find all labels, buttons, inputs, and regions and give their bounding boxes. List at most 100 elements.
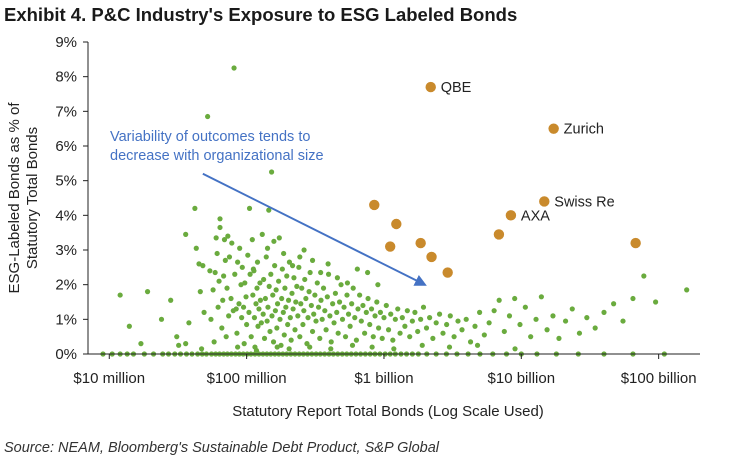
industry-point [365, 295, 371, 302]
y-tick-label: 2% [55, 277, 77, 294]
industry-point [307, 269, 313, 276]
industry-point [249, 237, 255, 243]
industry-point [273, 287, 279, 293]
industry-point [313, 318, 319, 324]
industry-point [339, 316, 346, 322]
axes [87, 42, 700, 355]
industry-point [423, 325, 430, 331]
industry-point [355, 306, 361, 312]
industry-point [327, 313, 333, 319]
industry-point [224, 285, 230, 291]
industry-point [183, 231, 189, 237]
industry-point [261, 335, 268, 341]
industry-point [415, 328, 421, 335]
industry-point [288, 337, 294, 343]
industry-point [287, 315, 293, 321]
industry-point [477, 309, 483, 315]
industry-point [459, 327, 465, 333]
y-axis-label: ESG-Labeled Bonds as % ofStatutory Total… [6, 102, 41, 294]
industry-point [367, 321, 373, 328]
industry-point [220, 297, 226, 303]
industry-point [286, 259, 293, 265]
industry-point [374, 299, 380, 305]
industry-point [261, 276, 267, 283]
industry-point [325, 271, 332, 277]
industry-point [420, 304, 427, 310]
industry-point [279, 295, 285, 302]
industry-point [272, 263, 278, 269]
industry-point [311, 311, 317, 317]
industry-point [299, 285, 305, 291]
industry-point [201, 309, 207, 315]
industry-point [447, 313, 453, 319]
industry-point [228, 295, 234, 302]
industry-point [235, 259, 241, 265]
insurer-label: AXA [521, 208, 550, 224]
industry-point [231, 65, 237, 71]
industry-point [268, 169, 275, 175]
industry-point [245, 252, 251, 258]
industry-point [241, 341, 247, 347]
industry-point [213, 235, 219, 241]
industry-point [620, 318, 626, 324]
industry-point [186, 320, 192, 326]
industry-point [262, 295, 268, 302]
industry-points-layer [100, 65, 690, 357]
industry-point [436, 311, 443, 317]
industry-point [280, 309, 286, 315]
industry-point [312, 292, 318, 298]
named-insurer-point [493, 229, 505, 240]
named-insurer-point [505, 210, 517, 221]
industry-point [375, 282, 381, 288]
industry-point [455, 318, 461, 324]
industry-point [222, 257, 228, 263]
industry-point [328, 346, 334, 352]
annotation-arrow [202, 172, 427, 286]
industry-point [254, 285, 260, 291]
industry-point [274, 301, 281, 307]
industry-point [379, 335, 385, 341]
industry-point [601, 309, 607, 315]
industry-point [395, 306, 401, 312]
y-tick-label: 0% [55, 346, 77, 363]
industry-point [353, 337, 360, 343]
industry-point [286, 346, 292, 352]
x-tick-label: $1 billion [354, 370, 413, 387]
industry-point [362, 330, 368, 336]
industry-point [296, 264, 302, 270]
industry-point [427, 315, 433, 321]
named-insurer-point [369, 199, 380, 211]
industry-point [342, 334, 349, 340]
industry-point [225, 233, 231, 239]
industry-point [306, 289, 312, 295]
industry-point [354, 266, 360, 272]
industry-point [501, 328, 507, 335]
industry-point [298, 301, 304, 307]
industry-point [388, 311, 394, 317]
industry-point [407, 334, 413, 340]
industry-point [226, 313, 232, 319]
industry-point [294, 283, 300, 289]
industry-point [418, 316, 424, 322]
industry-point [496, 297, 502, 303]
industry-point [314, 280, 320, 286]
industry-point [491, 308, 497, 314]
industry-point [308, 302, 314, 309]
industry-point [144, 289, 151, 295]
industry-point [324, 294, 330, 300]
industry-point [215, 304, 221, 310]
industry-point [317, 335, 323, 341]
industry-point [256, 306, 262, 312]
industry-point [370, 334, 376, 340]
industry-point [325, 261, 331, 267]
industry-point [297, 254, 303, 260]
industry-point [368, 306, 375, 312]
industry-point [344, 280, 351, 286]
industry-point [641, 273, 647, 279]
industry-point [214, 250, 220, 257]
scatter-chart: 0% 1% 2% 3% 4% 5% 6% 7% 8% 9% $10 million $100 mil… [6, 34, 700, 420]
industry-point [264, 245, 271, 251]
industry-point [444, 321, 450, 328]
industry-point [472, 323, 478, 329]
industry-point [363, 309, 369, 315]
